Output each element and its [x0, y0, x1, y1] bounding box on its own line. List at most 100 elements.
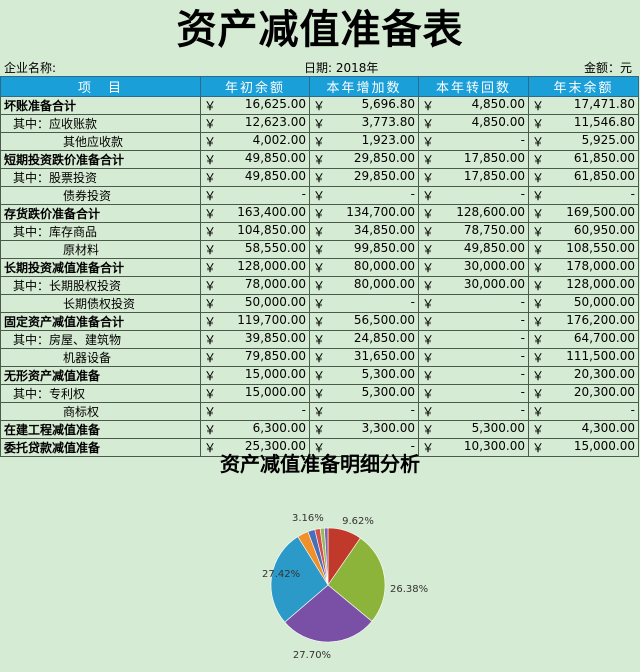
- amount-cell[interactable]: ￥ 128,000.00: [528, 276, 639, 295]
- amount-cell[interactable]: ￥ 17,471.80: [528, 96, 639, 115]
- row-label[interactable]: 其中：长期股权投资: [0, 276, 201, 295]
- amount-cell[interactable]: ￥ 49,850.00: [418, 240, 529, 259]
- amount-cell[interactable]: ￥ -: [418, 294, 529, 313]
- amount-cell[interactable]: ￥ 61,850.00: [528, 168, 639, 187]
- amount-cell[interactable]: ￥ 16,625.00: [200, 96, 310, 115]
- amount-cell[interactable]: ￥ 30,000.00: [418, 276, 529, 295]
- amount-cell[interactable]: ￥ -: [200, 402, 310, 421]
- amount-cell[interactable]: ￥ 4,850.00: [418, 114, 529, 133]
- amount-cell[interactable]: ￥ 29,850.00: [309, 168, 419, 187]
- column-header-closing-balance[interactable]: 年末余额: [528, 76, 639, 97]
- amount-cell[interactable]: ￥ -: [200, 186, 310, 205]
- amount-cell[interactable]: ￥ 1,923.00: [309, 132, 419, 151]
- amount-cell[interactable]: ￥ 64,700.00: [528, 330, 639, 349]
- row-label[interactable]: 存货跌价准备合计: [0, 204, 201, 223]
- amount-cell[interactable]: ￥ 49,850.00: [200, 168, 310, 187]
- amount-cell[interactable]: ￥ 15,000.00: [200, 384, 310, 403]
- amount-cell[interactable]: ￥ -: [309, 294, 419, 313]
- amount-cell[interactable]: ￥ 5,300.00: [418, 420, 529, 439]
- row-label[interactable]: 在建工程减值准备: [0, 420, 201, 439]
- amount-cell[interactable]: ￥ 56,500.00: [309, 312, 419, 331]
- amount-cell[interactable]: ￥ 12,623.00: [200, 114, 310, 133]
- amount-cell[interactable]: ￥ 11,546.80: [528, 114, 639, 133]
- amount-cell[interactable]: ￥ 80,000.00: [309, 276, 419, 295]
- amount-cell[interactable]: ￥ 163,400.00: [200, 204, 310, 223]
- amount-cell[interactable]: ￥ -: [309, 186, 419, 205]
- amount-cell[interactable]: ￥ 4,300.00: [528, 420, 639, 439]
- row-label[interactable]: 长期债权投资: [0, 294, 201, 313]
- amount-cell[interactable]: ￥ 6,300.00: [200, 420, 310, 439]
- row-label[interactable]: 商标权: [0, 402, 201, 421]
- row-label[interactable]: 其他应收款: [0, 132, 201, 151]
- amount-cell[interactable]: ￥ -: [528, 402, 639, 421]
- amount-cell[interactable]: ￥ 104,850.00: [200, 222, 310, 241]
- row-label[interactable]: 其中：应收账款: [0, 114, 201, 133]
- column-header-item[interactable]: 项 目: [0, 76, 201, 97]
- amount-cell[interactable]: ￥ 15,000.00: [528, 438, 639, 457]
- amount-cell[interactable]: ￥ 24,850.00: [309, 330, 419, 349]
- amount-cell[interactable]: ￥ -: [418, 330, 529, 349]
- amount-cell[interactable]: ￥ 4,850.00: [418, 96, 529, 115]
- amount-cell[interactable]: ￥ 5,696.80: [309, 96, 419, 115]
- row-label[interactable]: 其中：专利权: [0, 384, 201, 403]
- amount-cell[interactable]: ￥ 178,000.00: [528, 258, 639, 277]
- amount-cell[interactable]: ￥ 78,000.00: [200, 276, 310, 295]
- amount-cell[interactable]: ￥ 34,850.00: [309, 222, 419, 241]
- amount-cell[interactable]: ￥ 169,500.00: [528, 204, 639, 223]
- amount-cell[interactable]: ￥ -: [418, 312, 529, 331]
- column-header-opening-balance[interactable]: 年初余额: [200, 76, 310, 97]
- amount-cell[interactable]: ￥ -: [418, 366, 529, 385]
- amount-cell[interactable]: ￥ 20,300.00: [528, 366, 639, 385]
- amount-cell[interactable]: ￥ 50,000.00: [200, 294, 310, 313]
- amount-cell[interactable]: ￥ 128,000.00: [200, 258, 310, 277]
- amount-cell[interactable]: ￥ 5,925.00: [528, 132, 639, 151]
- column-header-increase[interactable]: 本年增加数: [309, 76, 419, 97]
- row-label[interactable]: 其中：库存商品: [0, 222, 201, 241]
- amount-cell[interactable]: ￥ 176,200.00: [528, 312, 639, 331]
- amount-cell[interactable]: ￥ 29,850.00: [309, 150, 419, 169]
- amount-cell[interactable]: ￥ -: [418, 384, 529, 403]
- amount-cell[interactable]: ￥ 99,850.00: [309, 240, 419, 259]
- amount-cell[interactable]: ￥ 108,550.00: [528, 240, 639, 259]
- amount-cell[interactable]: ￥ 31,650.00: [309, 348, 419, 367]
- row-label[interactable]: 短期投资跌价准备合计: [0, 150, 201, 169]
- amount-cell[interactable]: ￥ 39,850.00: [200, 330, 310, 349]
- amount-cell[interactable]: ￥ 15,000.00: [200, 366, 310, 385]
- amount-cell[interactable]: ￥ 3,773.80: [309, 114, 419, 133]
- amount-cell[interactable]: ￥ 17,850.00: [418, 168, 529, 187]
- amount-cell[interactable]: ￥ 49,850.00: [200, 150, 310, 169]
- column-header-reversal[interactable]: 本年转回数: [418, 76, 529, 97]
- amount-cell[interactable]: ￥ -: [418, 132, 529, 151]
- amount-cell[interactable]: ￥ -: [418, 186, 529, 205]
- amount-cell[interactable]: ￥ 10,300.00: [418, 438, 529, 457]
- amount-cell[interactable]: ￥ 111,500.00: [528, 348, 639, 367]
- row-label[interactable]: 委托贷款减值准备: [0, 438, 201, 457]
- row-label[interactable]: 债券投资: [0, 186, 201, 205]
- amount-cell[interactable]: ￥ 30,000.00: [418, 258, 529, 277]
- row-label[interactable]: 原材料: [0, 240, 201, 259]
- row-label[interactable]: 其中：股票投资: [0, 168, 201, 187]
- amount-cell[interactable]: ￥ 78,750.00: [418, 222, 529, 241]
- amount-cell[interactable]: ￥ 128,600.00: [418, 204, 529, 223]
- amount-cell[interactable]: ￥ 80,000.00: [309, 258, 419, 277]
- row-label[interactable]: 其中：房屋、建筑物: [0, 330, 201, 349]
- amount-cell[interactable]: ￥ 17,850.00: [418, 150, 529, 169]
- amount-cell[interactable]: ￥ -: [528, 186, 639, 205]
- amount-cell[interactable]: ￥ 20,300.00: [528, 384, 639, 403]
- amount-cell[interactable]: ￥ -: [418, 402, 529, 421]
- amount-cell[interactable]: ￥ 119,700.00: [200, 312, 310, 331]
- amount-cell[interactable]: ￥ 60,950.00: [528, 222, 639, 241]
- amount-cell[interactable]: ￥ 5,300.00: [309, 384, 419, 403]
- amount-cell[interactable]: ￥ 58,550.00: [200, 240, 310, 259]
- amount-cell[interactable]: ￥ -: [309, 402, 419, 421]
- amount-cell[interactable]: ￥ 50,000.00: [528, 294, 639, 313]
- amount-cell[interactable]: ￥ 3,300.00: [309, 420, 419, 439]
- row-label[interactable]: 固定资产减值准备合计: [0, 312, 201, 331]
- row-label[interactable]: 机器设备: [0, 348, 201, 367]
- amount-cell[interactable]: ￥ 79,850.00: [200, 348, 310, 367]
- amount-cell[interactable]: ￥ 4,002.00: [200, 132, 310, 151]
- amount-cell[interactable]: ￥ 61,850.00: [528, 150, 639, 169]
- amount-cell[interactable]: ￥ 134,700.00: [309, 204, 419, 223]
- amount-cell[interactable]: ￥ 5,300.00: [309, 366, 419, 385]
- row-label[interactable]: 坏账准备合计: [0, 96, 201, 115]
